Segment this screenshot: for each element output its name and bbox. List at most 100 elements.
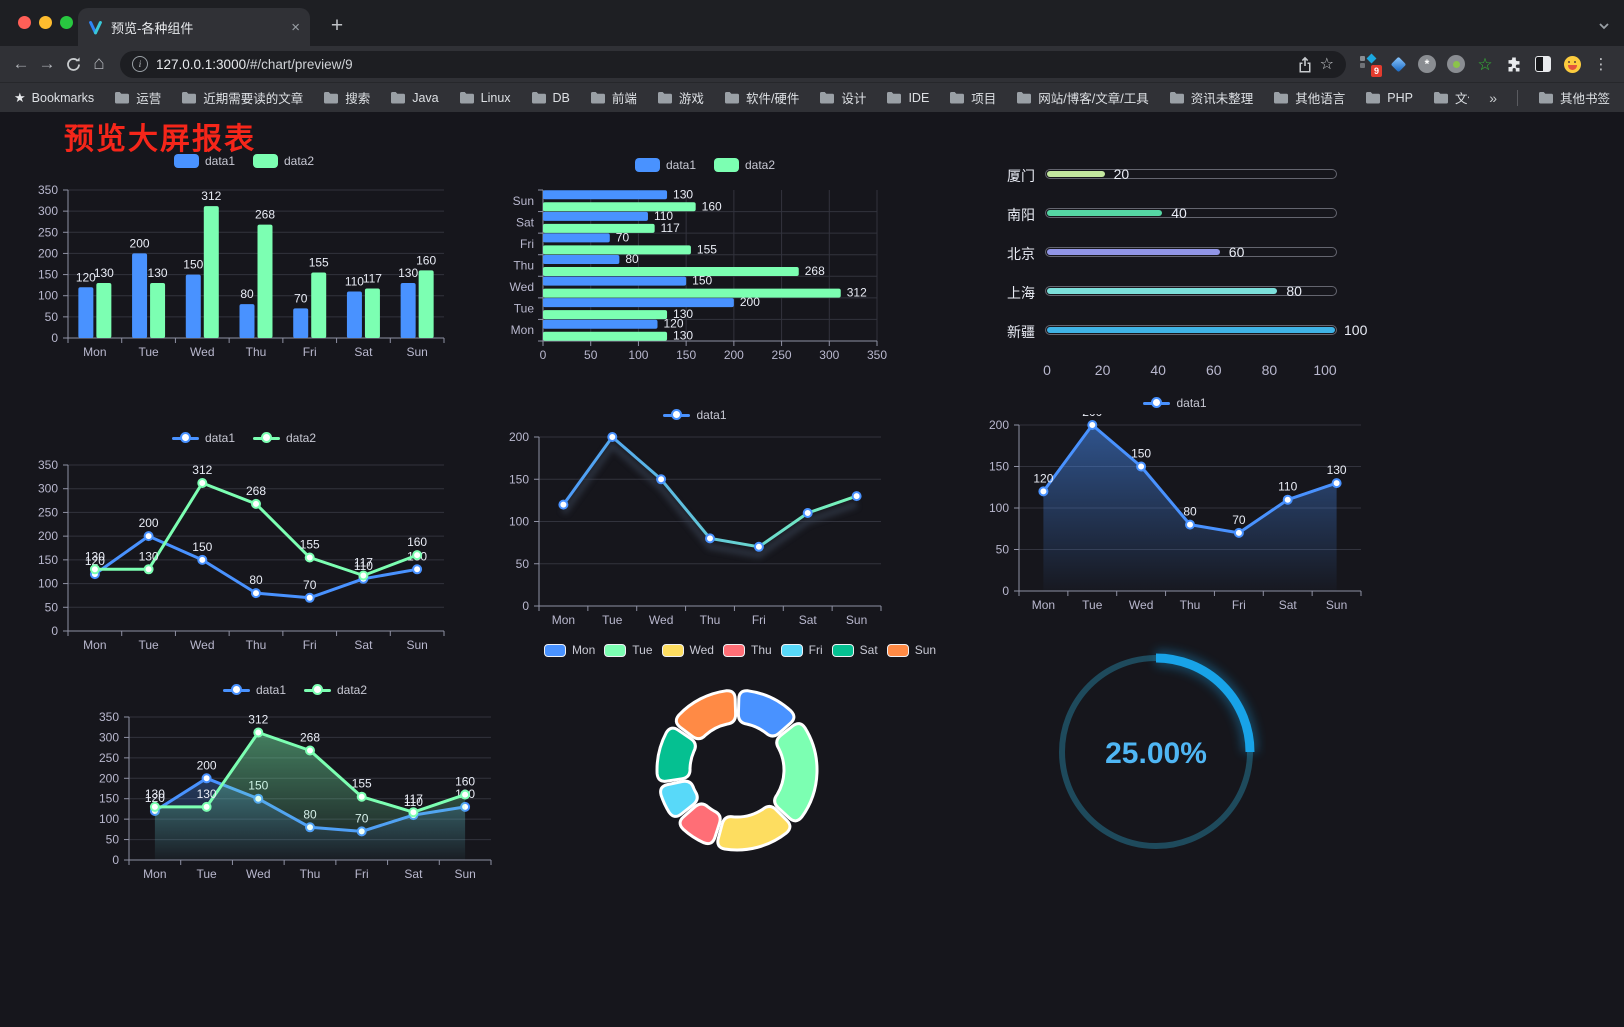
svg-text:150: 150 (1131, 447, 1151, 461)
chart-canvas[interactable] (530, 661, 950, 896)
svg-text:Thu: Thu (513, 259, 534, 273)
legend-item-Wed[interactable]: Wed (661, 643, 714, 657)
chart-canvas[interactable]: 25.00% (1046, 640, 1266, 866)
legend-item-data1[interactable]: data1 (634, 158, 696, 172)
bookmarks-manager[interactable]: ★ Bookmarks (14, 90, 94, 106)
extension-green-star-icon[interactable]: ☆ (1477, 54, 1493, 74)
bookmark-folder[interactable]: 项目 (949, 88, 996, 107)
bookmark-folder[interactable]: 搜索 (323, 88, 370, 107)
bookmark-folder[interactable]: 游戏 (657, 88, 704, 107)
svg-text:250: 250 (99, 751, 119, 765)
progress-track[interactable] (1045, 286, 1337, 296)
bookmark-folder[interactable]: 网站/博客/文章/工具 (1016, 88, 1149, 107)
other-bookmarks[interactable]: 其他书签 (1538, 88, 1610, 107)
site-info-icon[interactable]: i (132, 56, 148, 72)
svg-text:155: 155 (309, 255, 329, 269)
extensions-puzzle-icon[interactable] (1503, 53, 1525, 75)
progress-track[interactable] (1045, 208, 1337, 218)
legend-item-data2[interactable]: data2 (253, 154, 314, 168)
legend-item-data2[interactable]: data2 (714, 158, 775, 172)
share-icon[interactable] (1298, 56, 1312, 73)
bookmark-folder[interactable]: 文件服务器 (1433, 88, 1469, 107)
progress-fill (1047, 288, 1278, 294)
tabstrip-chevron-icon[interactable] (1598, 17, 1610, 35)
back-button[interactable]: ← (12, 54, 30, 73)
chart-canvas[interactable]: 0 50 100 150 200 Mon Tue Wed Thu Fri Sat Sun (495, 426, 895, 636)
svg-text:130: 130 (398, 266, 418, 280)
legend-item-data2[interactable]: data2 (253, 431, 316, 445)
bookmarks-star-icon: ★ (14, 89, 26, 105)
chart-legend: Mon Tue Wed Thu Fri Sat Sun (530, 639, 950, 661)
legend-item-Sat[interactable]: Sat (831, 643, 878, 657)
window-close-button[interactable] (18, 16, 31, 29)
folder-icon (1433, 91, 1448, 103)
forward-button[interactable]: → (38, 54, 56, 73)
reload-button[interactable] (60, 51, 86, 77)
window-minimize-button[interactable] (39, 16, 52, 29)
extension-contrast-icon[interactable] (1532, 53, 1554, 75)
legend-item-Thu[interactable]: Thu (722, 643, 772, 657)
svg-text:Wed: Wed (649, 613, 673, 627)
extension-emoji-icon[interactable] (1561, 53, 1583, 75)
bookmark-folder[interactable]: 软件/硬件 (724, 88, 799, 107)
svg-text:130: 130 (673, 187, 693, 201)
bookmark-folder[interactable]: 运营 (114, 88, 161, 107)
chart-legend: data1 data2 (505, 154, 905, 176)
address-bar[interactable]: i 127.0.0.1:3000/#/chart/preview/9 ☆ (120, 50, 1346, 78)
extension-circle-dot-icon[interactable] (1445, 53, 1467, 75)
bookmark-folder[interactable]: 设计 (819, 88, 866, 107)
legend-item-data2[interactable]: data2 (304, 683, 367, 697)
progress-value: 40 (1171, 205, 1187, 221)
tab-close-button[interactable]: × (291, 18, 300, 36)
progress-track[interactable] (1045, 325, 1337, 335)
chart-canvas[interactable]: 0 50 100 150 200 250 300 350 Mon Tue Wed Thu Fri Sat S… (85, 701, 505, 891)
bookmark-folder[interactable]: Java (390, 88, 439, 107)
chart-canvas[interactable]: 0 50 100 150 200 250 300 350 Mon Tue Wed Thu Fri Sat S… (28, 172, 460, 382)
svg-text:130: 130 (673, 307, 693, 321)
legend-item-data1[interactable]: data1 (1143, 396, 1207, 410)
legend-item-data1[interactable]: data1 (171, 431, 235, 445)
svg-text:0: 0 (540, 348, 547, 362)
svg-text:0: 0 (51, 624, 58, 638)
legend-item-Sun[interactable]: Sun (886, 643, 936, 657)
new-tab-button[interactable]: + (330, 14, 344, 37)
svg-text:117: 117 (404, 792, 423, 806)
svg-text:268: 268 (246, 484, 266, 498)
svg-text:100: 100 (38, 577, 58, 591)
svg-text:100: 100 (99, 812, 119, 826)
bookmark-folder[interactable]: DB (531, 88, 570, 107)
legend-item-Mon[interactable]: Mon (543, 643, 595, 657)
browser-tab[interactable]: 预览-各种组件 × (78, 8, 310, 46)
browser-menu-button[interactable]: ⋮ (1593, 56, 1609, 73)
progress-track[interactable] (1045, 247, 1337, 257)
svg-text:268: 268 (805, 264, 825, 278)
svg-text:Tue: Tue (138, 638, 159, 652)
bookmark-folder[interactable]: 前端 (590, 88, 637, 107)
url-text[interactable]: 127.0.0.1:3000/#/chart/preview/9 (156, 56, 353, 72)
bookmarks-overflow-button[interactable]: » (1489, 89, 1497, 106)
window-zoom-button[interactable] (60, 16, 73, 29)
legend-item-data1[interactable]: data1 (222, 683, 286, 697)
legend-item-data1[interactable]: data1 (173, 154, 235, 168)
bookmark-folder[interactable]: 资讯未整理 (1169, 88, 1253, 107)
legend-item-data1[interactable]: data1 (663, 408, 727, 422)
extension-gem-icon[interactable] (1387, 53, 1409, 75)
chart-canvas[interactable]: 0 50 100 150 200 250 300 350 Mon Tue Wed Thu Fri Sat S… (28, 449, 460, 661)
extension-grid-badge-icon[interactable]: 9 (1358, 53, 1382, 77)
home-button[interactable]: ⌂ (93, 53, 105, 74)
legend-item-Tue[interactable]: Tue (604, 643, 653, 657)
progress-track[interactable] (1045, 169, 1337, 179)
bookmark-folder[interactable]: 其他语言 (1273, 88, 1345, 107)
bookmark-folder[interactable]: 近期需要读的文章 (181, 88, 303, 107)
bookmark-folder[interactable]: Linux (459, 88, 511, 107)
svg-text:130: 130 (145, 787, 165, 801)
extension-circle-asterisk-icon[interactable]: * (1416, 53, 1438, 75)
bookmark-folder[interactable]: PHP (1365, 88, 1413, 107)
bookmark-star-icon[interactable]: ☆ (1319, 56, 1334, 73)
folder-icon (115, 91, 130, 103)
bookmark-folder[interactable]: IDE (886, 88, 929, 107)
chart-canvas[interactable]: 0 50 100 150 200 Mon Tue Wed Thu Fri Sat Sun 120 200 1… (975, 405, 1375, 620)
legend-item-Fri[interactable]: Fri (780, 643, 823, 657)
